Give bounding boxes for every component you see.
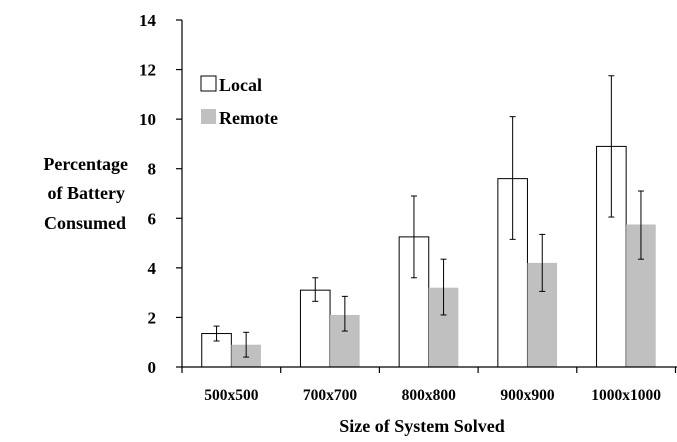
x-ticks-layer: 500x500 700x700 800x800 900x900 1000x1000 xyxy=(181,367,677,404)
y-tick-label: 8 xyxy=(148,160,157,179)
y-axis-title-line-2: of Battery xyxy=(48,183,125,203)
x-tick-label: 800x800 xyxy=(402,387,457,404)
y-tick-label: 4 xyxy=(148,259,157,278)
legend-swatch-remote xyxy=(201,109,216,124)
x-tick-label: 700x700 xyxy=(303,387,358,404)
legend-label-local: Local xyxy=(219,75,262,95)
x-tick-label: 1000x1000 xyxy=(591,387,661,404)
y-axis-title-line-3: Consumed xyxy=(44,213,126,233)
y-tick-label: 12 xyxy=(139,61,156,80)
y-tick-label: 14 xyxy=(139,11,157,30)
x-tick-label: 500x500 xyxy=(204,387,259,404)
bars-layer xyxy=(201,145,656,368)
y-axis-title-line-1: Percentage xyxy=(43,154,128,174)
legend-swatch-local xyxy=(200,75,217,92)
axes-layer xyxy=(181,20,677,368)
y-tick-label: 2 xyxy=(148,308,157,327)
legend-label-remote: Remote xyxy=(219,108,278,128)
y-tick-label: 10 xyxy=(139,110,156,129)
y-ticks-layer: 0 2 4 6 8 10 12 14 xyxy=(139,11,182,377)
x-tick-label: 900x900 xyxy=(500,387,555,404)
error-bars-layer xyxy=(213,75,644,358)
x-axis-title: Size of System Solved xyxy=(339,416,505,436)
y-tick-label: 6 xyxy=(148,209,157,228)
y-axis-title: Percentage of Battery Consumed xyxy=(43,154,128,233)
legend: Local Remote xyxy=(200,75,278,128)
bar-local xyxy=(299,289,331,368)
y-tick-label: 0 xyxy=(148,358,157,377)
